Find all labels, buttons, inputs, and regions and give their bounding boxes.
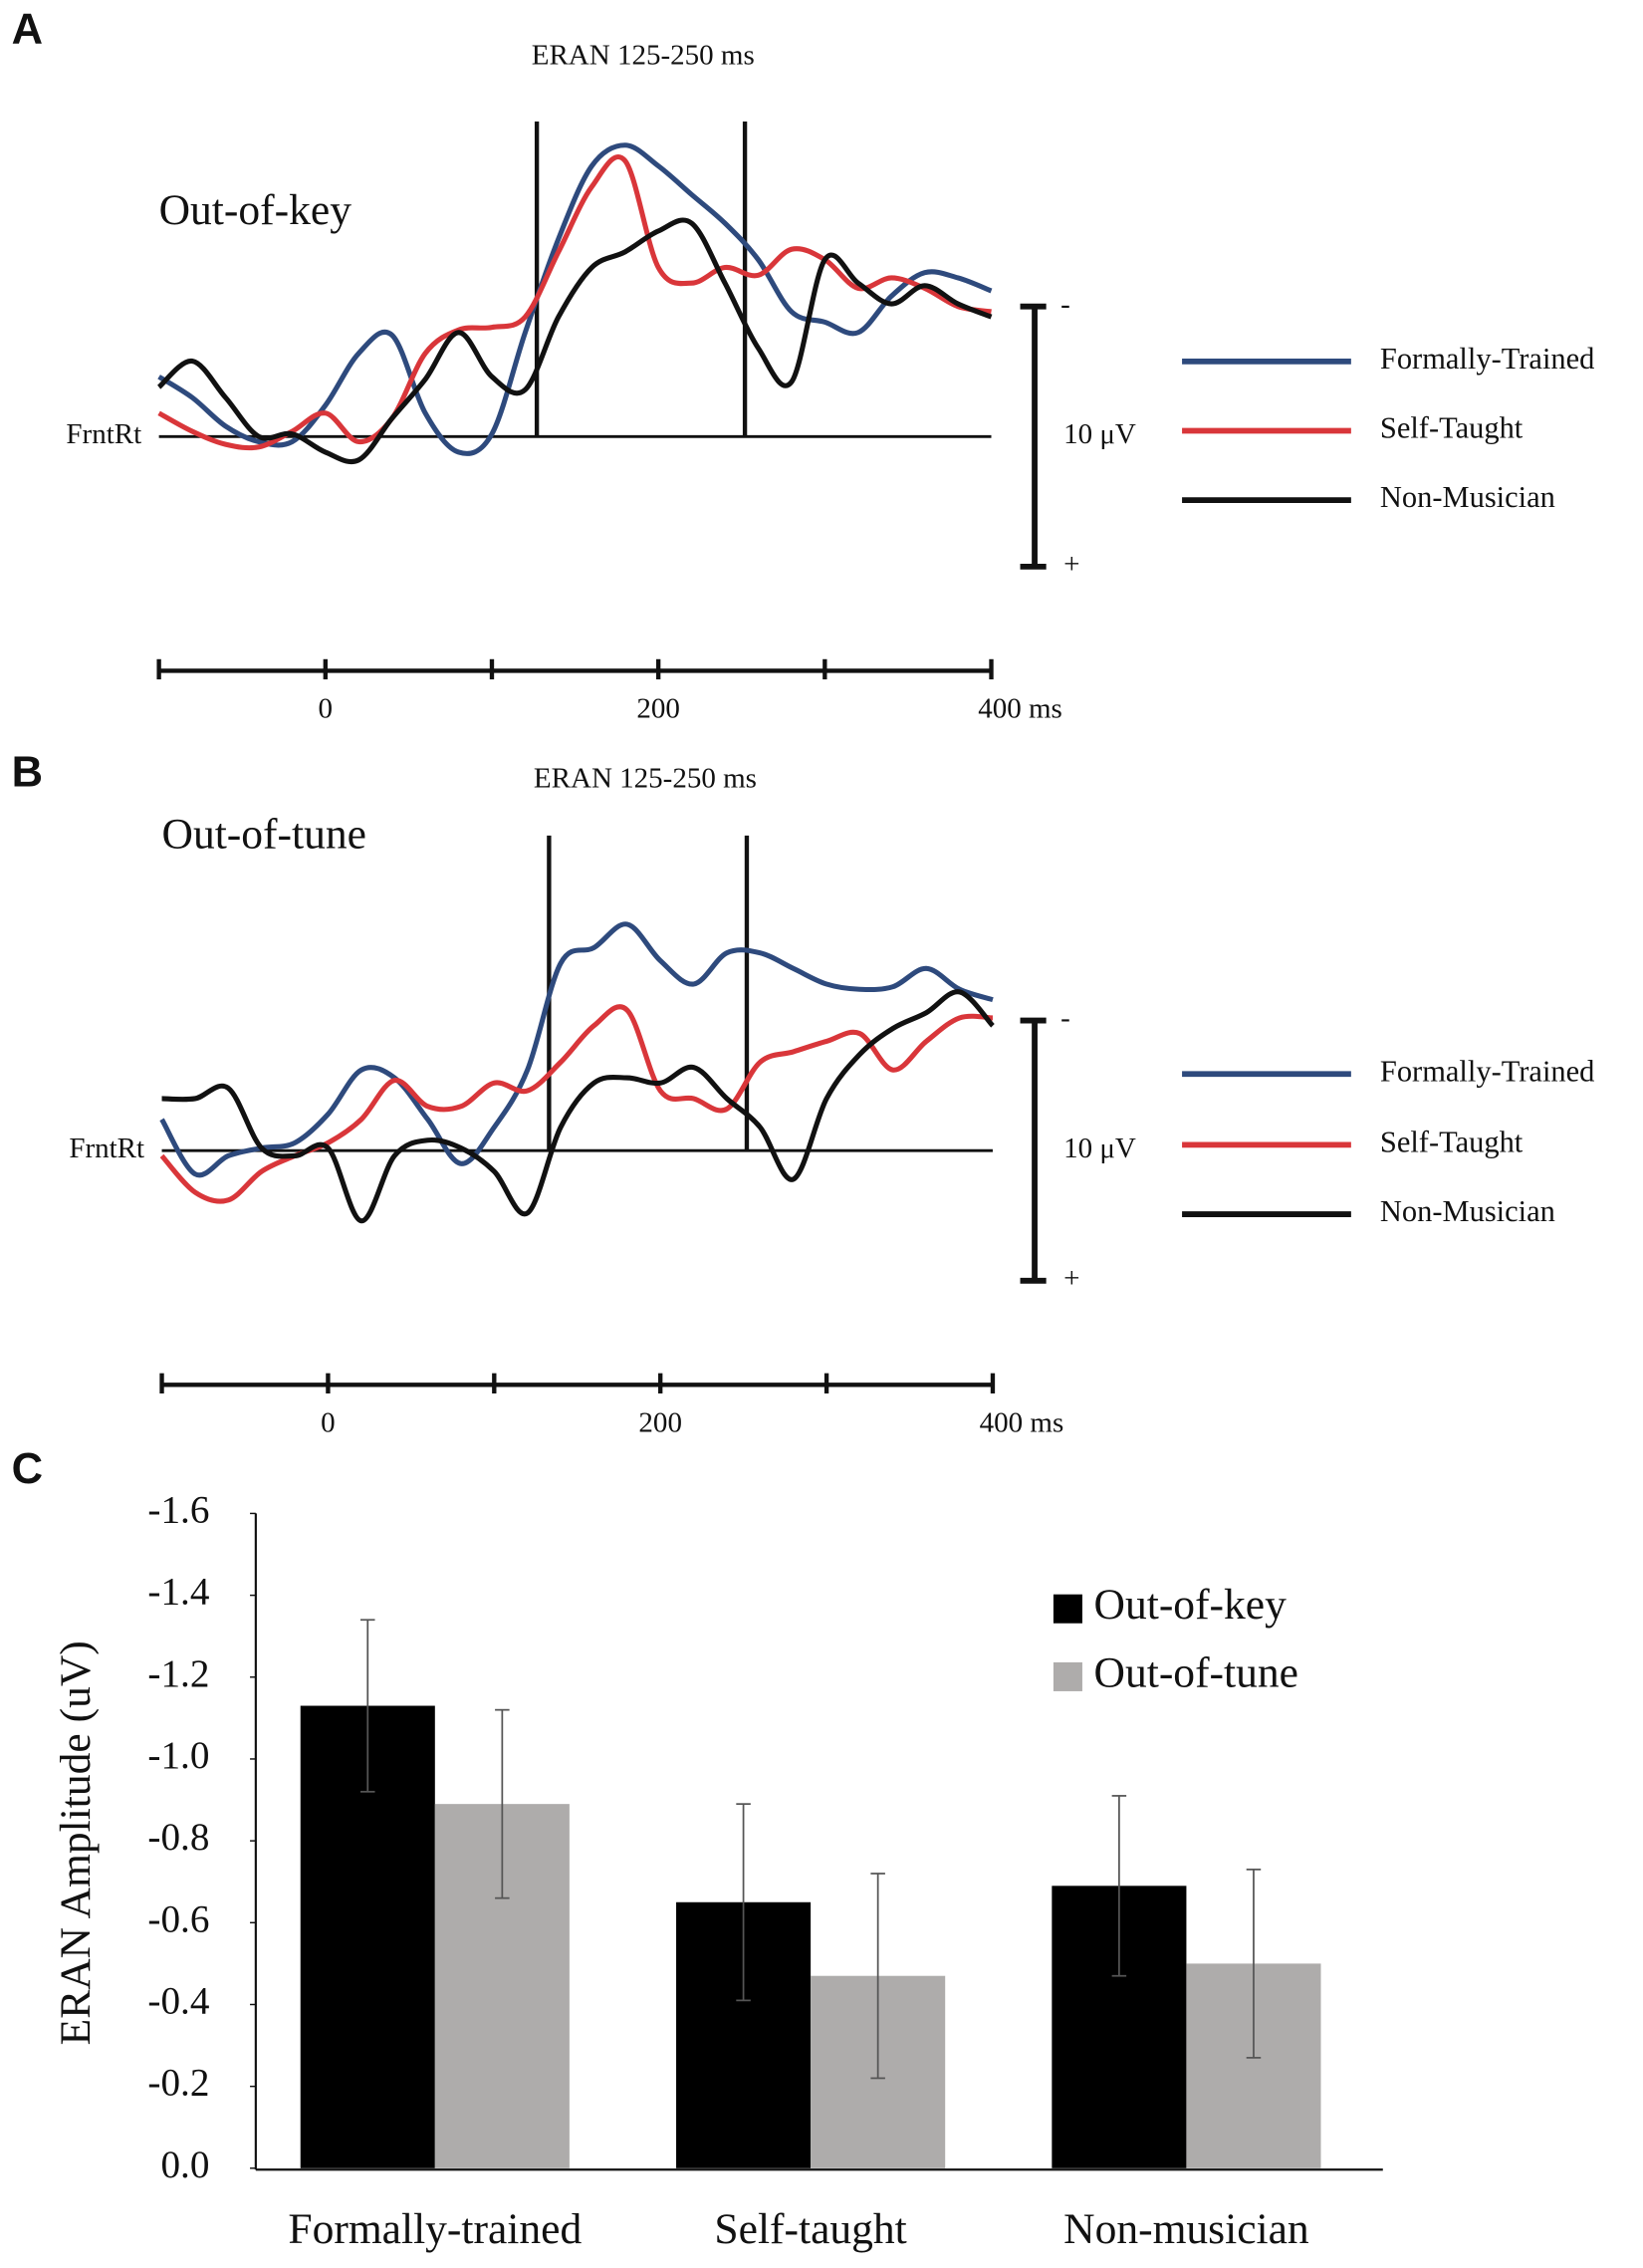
x-tick-label: Self-taught bbox=[714, 2205, 906, 2253]
x-tick-label: 400 ms bbox=[980, 1407, 1064, 1439]
legend-label: Formally-Trained bbox=[1380, 1054, 1595, 1088]
panel-letter: C bbox=[12, 1445, 43, 1493]
legend-label: Formally-Trained bbox=[1380, 342, 1595, 376]
series-line bbox=[161, 989, 995, 1224]
y-tick-label: -1.0 bbox=[147, 1734, 209, 1777]
x-tick-label: Non-musician bbox=[1063, 2205, 1309, 2253]
condition-label: Out-of-tune bbox=[162, 811, 366, 859]
series-line bbox=[159, 921, 994, 1178]
chart-title: ERAN 125-250 ms bbox=[534, 762, 757, 794]
x-tick-label: 0 bbox=[319, 693, 334, 725]
x-tick-label: 0 bbox=[321, 1407, 336, 1439]
y-tick-label: -1.4 bbox=[147, 1571, 209, 1614]
legend-label: Self-Taught bbox=[1380, 410, 1524, 444]
y-tick-label: -0.2 bbox=[147, 2062, 209, 2105]
y-axis-label: ERAN Amplitude (uV) bbox=[52, 1640, 100, 2045]
y-tick-label: -1.6 bbox=[147, 1488, 209, 1531]
y-tick-label: 0.0 bbox=[160, 2143, 209, 2186]
legend-swatch bbox=[1053, 1661, 1082, 1691]
scale-positive: + bbox=[1063, 1262, 1079, 1294]
legend-label: Out-of-key bbox=[1094, 1581, 1288, 1629]
x-tick-label: 200 bbox=[638, 1407, 682, 1439]
panel-letter: A bbox=[12, 5, 43, 53]
y-tick-label: -0.6 bbox=[147, 1897, 209, 1940]
channel-label: FrntRt bbox=[69, 1133, 144, 1164]
x-tick-label: Formally-trained bbox=[288, 2205, 582, 2253]
scale-negative: - bbox=[1060, 288, 1070, 320]
y-tick-label: -0.8 bbox=[147, 1816, 209, 1859]
channel-label: FrntRt bbox=[66, 418, 141, 450]
series-line bbox=[157, 154, 992, 451]
condition-label: Out-of-key bbox=[159, 186, 352, 234]
scale-positive: + bbox=[1063, 549, 1079, 581]
legend-label: Out-of-tune bbox=[1094, 1648, 1298, 1696]
scale-negative: - bbox=[1060, 1002, 1070, 1034]
chart-title: ERAN 125-250 ms bbox=[532, 40, 755, 72]
series-line bbox=[156, 217, 993, 465]
legend-swatch bbox=[1053, 1594, 1082, 1624]
legend-label: Self-Taught bbox=[1380, 1125, 1524, 1158]
y-tick-label: -0.4 bbox=[147, 1979, 209, 2022]
panel-letter: B bbox=[12, 748, 43, 796]
scale-label: 10 μV bbox=[1063, 1133, 1136, 1164]
x-tick-label: 400 ms bbox=[978, 693, 1062, 725]
scale-label: 10 μV bbox=[1063, 418, 1136, 450]
x-tick-label: 200 bbox=[636, 693, 680, 725]
legend-label: Non-Musician bbox=[1380, 1194, 1555, 1228]
legend-label: Non-Musician bbox=[1380, 480, 1555, 514]
y-tick-label: -1.2 bbox=[147, 1652, 209, 1695]
